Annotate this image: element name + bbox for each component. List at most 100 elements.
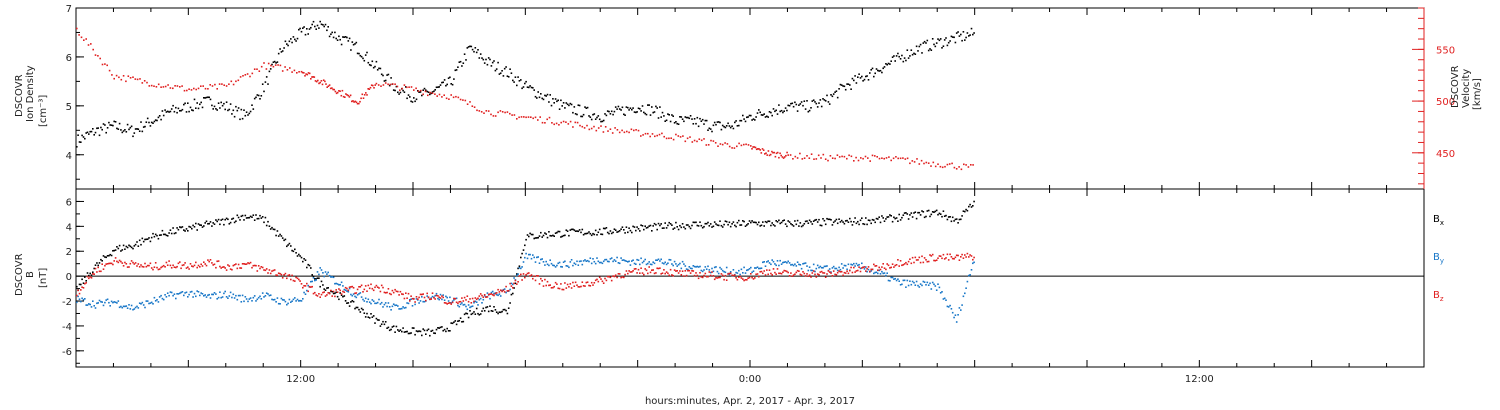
velocity-point (469, 101, 471, 103)
bx-point (362, 308, 364, 311)
bx-point (653, 222, 656, 225)
bz-point (606, 275, 609, 278)
density-point (614, 106, 617, 108)
bz-point (933, 259, 935, 262)
by-point (458, 305, 461, 308)
bx-point (756, 223, 759, 226)
velocity-point (462, 99, 464, 101)
bz-point (680, 274, 683, 276)
by-point (509, 288, 511, 291)
bz-point (759, 271, 761, 273)
by-point (276, 297, 279, 299)
bz-point (264, 269, 267, 272)
bx-point (181, 226, 184, 228)
velocity-point (883, 157, 885, 160)
density-point (965, 36, 967, 39)
by-point (302, 298, 304, 300)
density-point (624, 114, 626, 116)
by-point (873, 272, 875, 275)
density-point (747, 116, 749, 118)
density-point (183, 103, 185, 106)
velocity-point (820, 157, 822, 159)
density-point (915, 45, 918, 48)
density-point (853, 79, 855, 82)
velocity-point (258, 70, 261, 72)
bx-point (172, 227, 174, 229)
velocity-point (342, 95, 345, 98)
velocity-point (588, 128, 591, 131)
by-point (291, 300, 293, 302)
by-point (503, 288, 506, 290)
by-point (157, 301, 160, 303)
bx-point (315, 278, 317, 280)
bx-point (901, 216, 903, 219)
by-point (108, 301, 110, 304)
by-point (764, 265, 767, 267)
by-point (787, 260, 789, 263)
by-point (830, 271, 832, 273)
by-point (573, 262, 576, 264)
bz-point (822, 272, 824, 274)
by-point (659, 260, 661, 262)
by-point (469, 306, 471, 309)
bx-point (798, 225, 800, 227)
density-point (601, 120, 604, 123)
bx-point (854, 217, 856, 219)
by-point (149, 302, 152, 304)
bx-point (351, 300, 354, 302)
velocity-point (319, 81, 321, 84)
by-point (328, 274, 331, 277)
bx-point (180, 226, 182, 229)
bx-point (216, 220, 218, 223)
bx-point (675, 221, 677, 224)
bz-point (248, 262, 251, 265)
bx-point (794, 220, 796, 222)
bx-point (510, 293, 513, 296)
bz-point (828, 271, 831, 273)
bz-point (791, 275, 794, 277)
bz-point (172, 264, 174, 267)
density-point (90, 130, 93, 133)
density-point (681, 118, 684, 120)
by-point (891, 276, 894, 279)
by-point (545, 260, 547, 263)
by-point (407, 302, 410, 305)
bz-point (449, 302, 451, 304)
density-point (402, 89, 404, 92)
by-point (736, 272, 739, 274)
bx-point (346, 302, 348, 304)
density-point (327, 26, 329, 28)
bx-point (865, 217, 867, 219)
by-point (105, 299, 107, 301)
bz-point (302, 286, 304, 289)
by-point (806, 265, 808, 267)
bz-point (778, 272, 780, 275)
by-point (76, 301, 78, 304)
bx-point (439, 326, 442, 329)
bz-point (130, 260, 133, 262)
bz-point (481, 294, 483, 297)
bz-point (557, 287, 559, 290)
by-point (409, 299, 411, 301)
density-point (85, 132, 87, 134)
density-point (604, 113, 606, 115)
bx-point (338, 298, 340, 301)
density-point (233, 115, 236, 118)
by-point (215, 293, 217, 295)
bz-point (766, 269, 768, 271)
bx-point (628, 227, 630, 229)
density-point (770, 111, 772, 114)
bx-point (219, 223, 221, 226)
bx-point (205, 220, 208, 223)
bx-point (260, 217, 263, 219)
density-point (237, 107, 240, 109)
bx-point (134, 243, 137, 246)
velocity-point (574, 121, 577, 124)
bz-point (469, 298, 471, 300)
bz-point (637, 268, 640, 271)
b-tick-label: -2 (62, 297, 72, 308)
velocity-point (251, 72, 254, 75)
density-point (185, 111, 188, 113)
bz-point (435, 294, 438, 297)
bz-point (237, 263, 240, 266)
